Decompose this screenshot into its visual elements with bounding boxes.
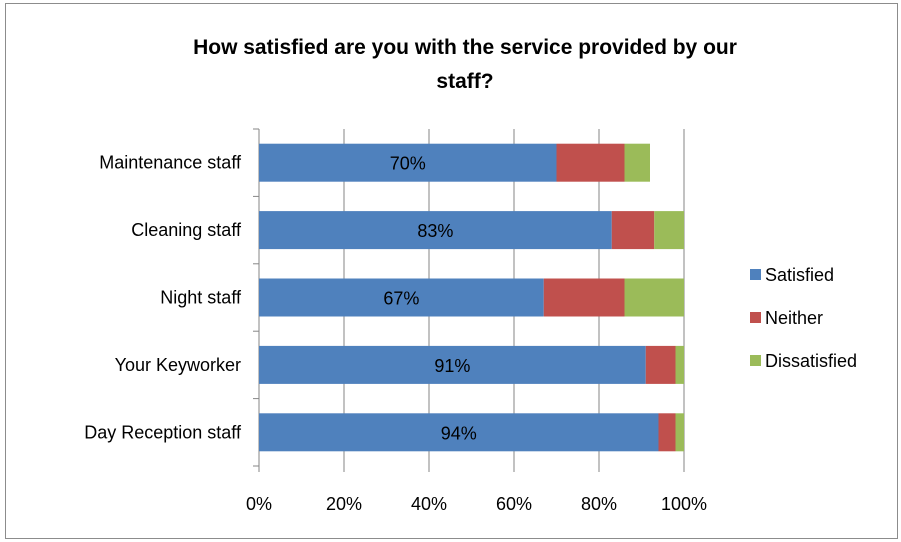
category-label: Day Reception staff [84, 422, 242, 442]
legend-swatch [750, 312, 761, 323]
x-tick-label: 20% [326, 494, 362, 514]
data-label: 70% [390, 154, 426, 174]
legend: Satisfied Neither Dissatisfied [750, 265, 857, 371]
bar-neither [658, 413, 676, 452]
bar-neither [645, 345, 676, 384]
bar-neither [611, 211, 655, 250]
bar-satisfied [259, 278, 544, 317]
bar-neither [556, 143, 625, 182]
bar-dissatisfied [624, 143, 650, 182]
legend-label: Satisfied [765, 265, 834, 285]
category-label: Night staff [160, 288, 242, 308]
bar-satisfied [259, 211, 612, 250]
legend-swatch [750, 355, 761, 366]
data-label: 67% [383, 289, 419, 309]
x-tick-label: 60% [496, 494, 532, 514]
x-tick-label: 100% [661, 494, 707, 514]
legend-swatch [750, 269, 761, 280]
bar-satisfied [259, 143, 557, 182]
bar-dissatisfied [654, 211, 684, 250]
chart-title: How satisfied are you with the service p… [193, 36, 737, 93]
bars [259, 143, 684, 452]
chart-frame: How satisfied are you with the service p… [5, 3, 898, 539]
legend-label: Dissatisfied [765, 351, 857, 371]
bar-dissatisfied [675, 345, 684, 384]
chart-title-line-1: How satisfied are you with the service p… [193, 36, 737, 59]
category-label: Cleaning staff [131, 220, 242, 240]
x-tick-labels: 0% 20% 40% 60% 80% 100% [246, 494, 707, 514]
data-label: 94% [441, 423, 477, 443]
category-label: Your Keyworker [115, 355, 241, 375]
bar-neither [543, 278, 625, 317]
chart: How satisfied are you with the service p… [84, 36, 857, 514]
x-tick-label: 80% [581, 494, 617, 514]
bar-satisfied [259, 413, 659, 452]
bar-dissatisfied [624, 278, 684, 317]
bar-satisfied [259, 345, 646, 384]
x-tick-label: 40% [411, 494, 447, 514]
data-labels: 70% 83% 67% 91% 94% [383, 154, 476, 444]
data-label: 91% [434, 356, 470, 376]
category-label: Maintenance staff [99, 153, 242, 173]
data-label: 83% [417, 221, 453, 241]
chart-title-line-2: staff? [436, 70, 493, 93]
x-tick-label: 0% [246, 494, 272, 514]
legend-label: Neither [765, 308, 823, 328]
bar-dissatisfied [675, 413, 684, 452]
category-labels: Maintenance staff Cleaning staff Night sta… [84, 153, 242, 443]
